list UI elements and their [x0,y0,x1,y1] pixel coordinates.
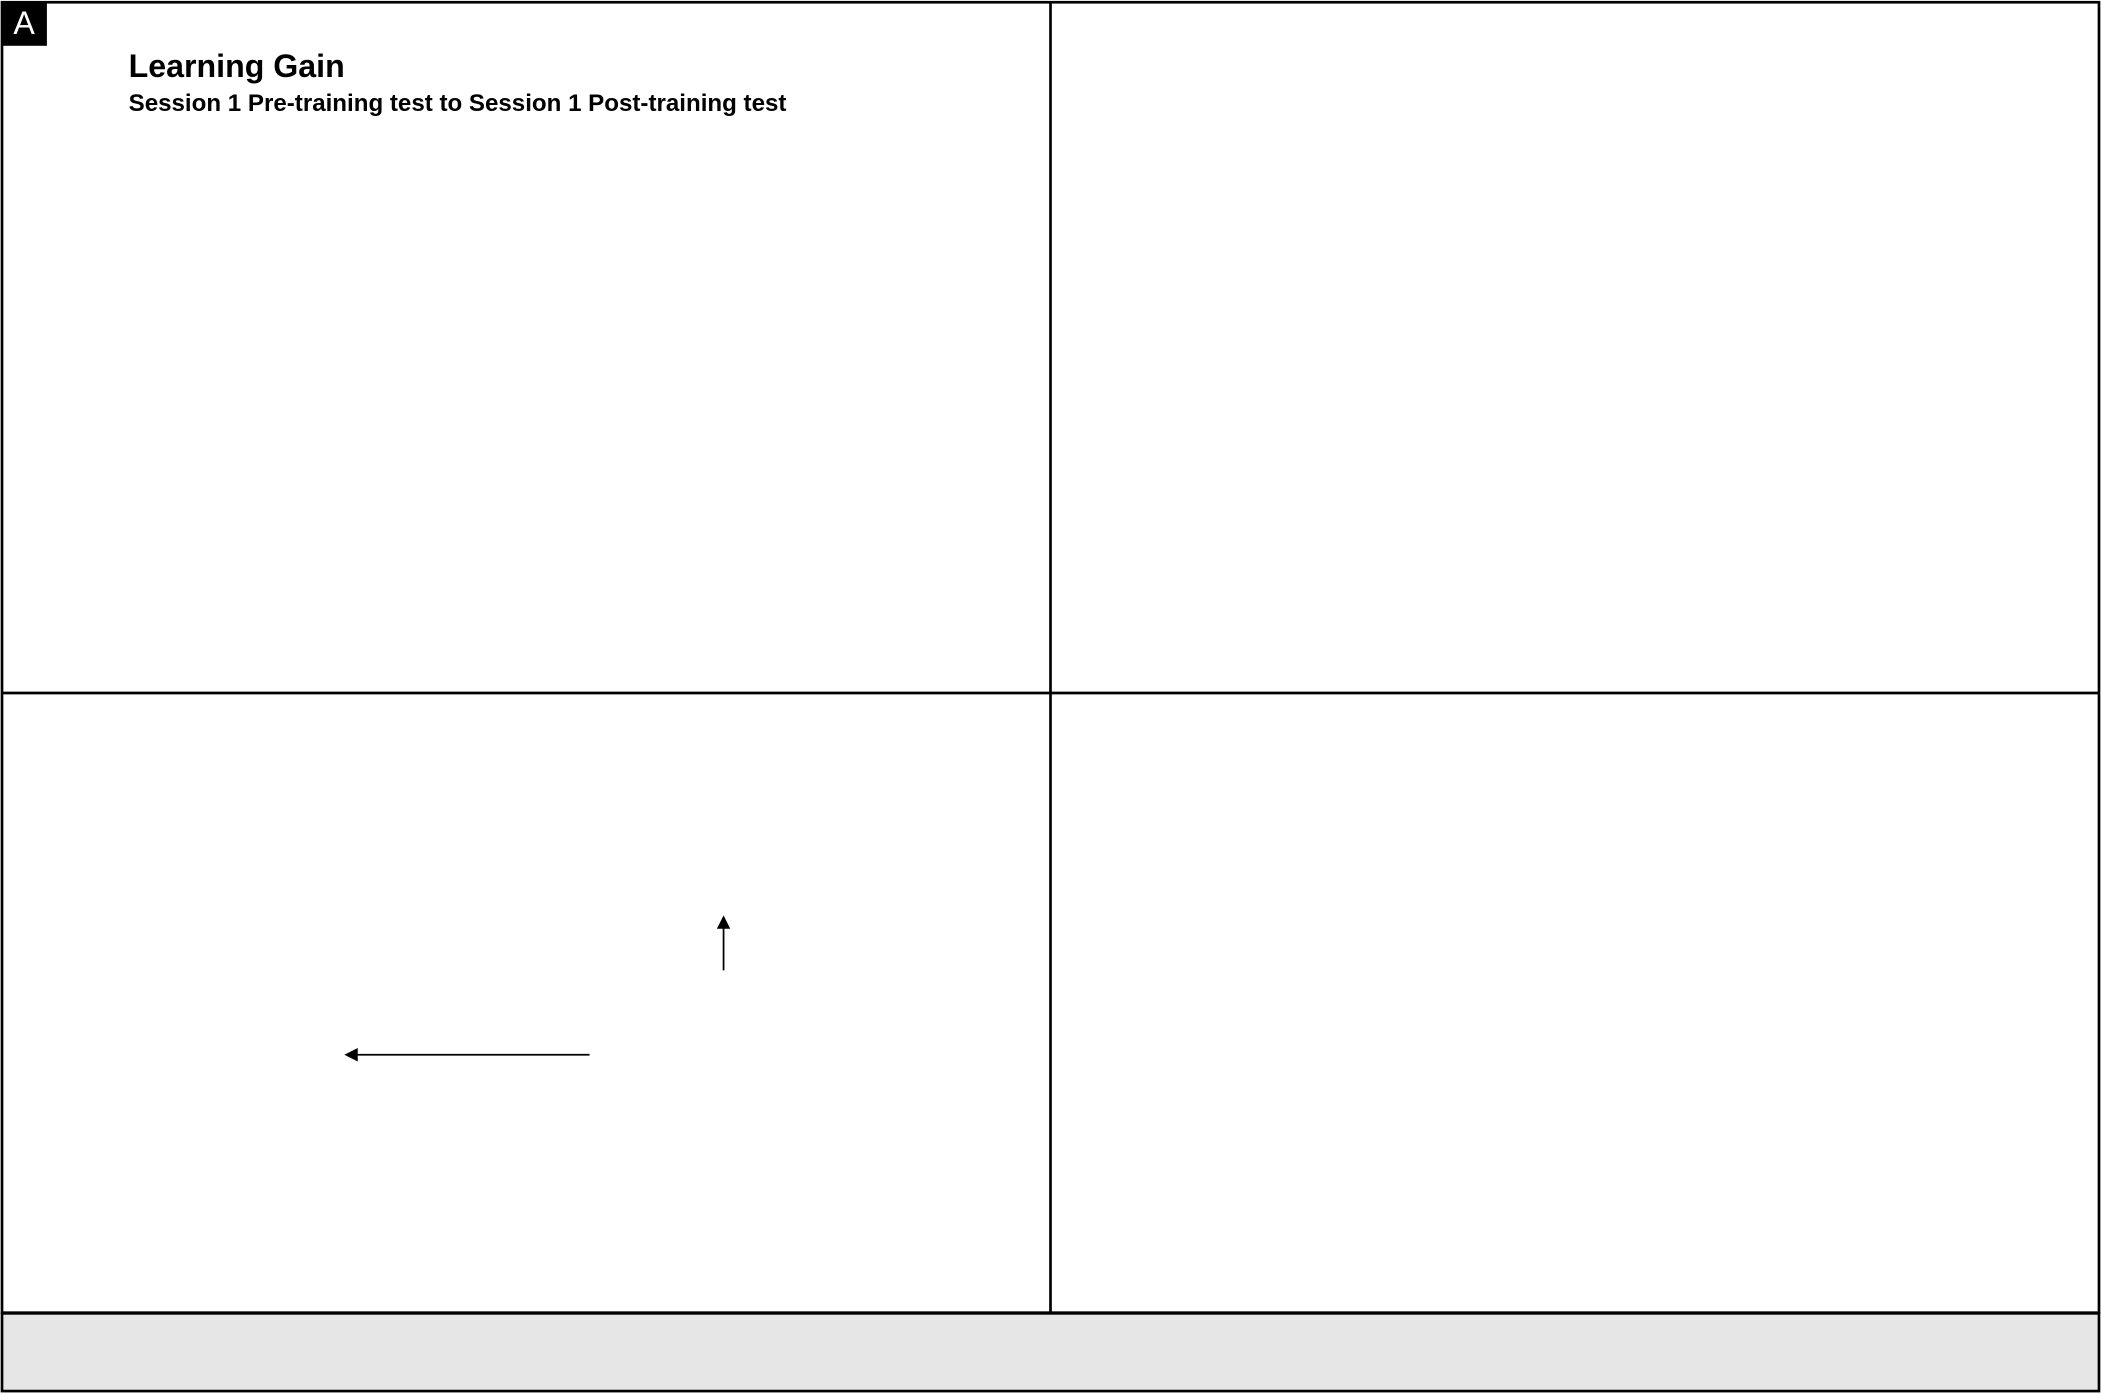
chart-title: Learning Gain [129,48,345,84]
chart-subtitle: Session 1 Pre-training test to Session 1… [129,90,787,117]
arrowhead [716,915,731,929]
panel-badge [1,1,47,46]
legend-bar [0,1312,2101,1393]
panel-letter: A [13,5,35,41]
arrowhead [344,1048,358,1062]
arrows [344,915,731,1062]
